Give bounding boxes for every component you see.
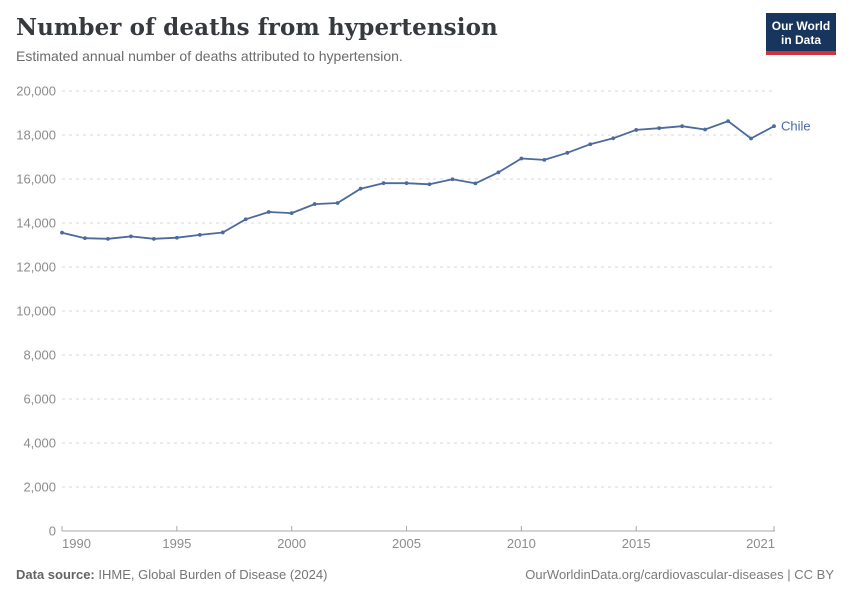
y-axis-label-20000: 20,000 [16,84,56,99]
data-point-1992[interactable] [106,236,110,241]
x-axis-label-2010: 2010 [507,536,536,551]
data-point-1990[interactable] [60,230,64,235]
data-point-2005[interactable] [404,181,409,186]
data-point-2002[interactable] [335,201,340,205]
data-point-2014[interactable] [611,136,616,141]
data-point-2000[interactable] [289,211,294,216]
y-axis-label-0: 0 [49,524,56,539]
chart-subtitle: Estimated annual number of deaths attrib… [16,48,403,64]
y-axis-label-10000: 10,000 [16,304,56,319]
y-axis-label-12000: 12,000 [16,260,56,275]
data-point-2021[interactable] [772,124,776,129]
x-axis-label-2005: 2005 [392,536,421,551]
owid-logo-line1: Our World [771,19,831,33]
y-axis-label-8000: 8,000 [23,348,56,363]
data-point-2013[interactable] [588,142,593,147]
y-axis-label-6000: 6,000 [23,392,56,407]
data-point-2019[interactable] [726,119,730,124]
x-axis-label-2021: 2021 [746,536,775,551]
data-point-2016[interactable] [657,126,662,131]
y-axis-label-18000: 18,000 [16,128,56,143]
owid-logo[interactable]: Our World in Data [766,13,836,55]
y-axis-label-16000: 16,000 [16,172,56,187]
data-point-2007[interactable] [450,177,455,182]
data-point-2003[interactable] [358,186,363,191]
data-source-note: Data source: IHME, Global Burden of Dise… [16,567,327,582]
data-point-2011[interactable] [542,157,547,162]
data-point-1997[interactable] [220,230,225,235]
data-point-1998[interactable] [243,217,248,222]
chart-footer: Data source: IHME, Global Burden of Dise… [16,567,834,582]
data-source-value: IHME, Global Burden of Disease (2024) [94,567,328,582]
x-axis-label-2000: 2000 [277,536,306,551]
data-point-2006[interactable] [427,182,432,187]
data-point-2015[interactable] [634,128,639,132]
y-axis-label-4000: 4,000 [23,436,56,451]
data-point-1999[interactable] [266,210,271,214]
data-point-1993[interactable] [129,234,133,239]
data-point-2020[interactable] [749,136,753,141]
data-point-2004[interactable] [381,181,386,186]
x-axis-label-1990: 1990 [62,536,91,551]
series-end-label-chile[interactable]: Chile [781,119,811,134]
owid-logo-line2: in Data [780,33,821,47]
data-point-2012[interactable] [565,150,570,155]
data-point-2010[interactable] [519,156,524,161]
series-line-chile[interactable] [61,120,775,240]
owid-credit-link[interactable]: OurWorldinData.org/cardiovascular-diseas… [525,567,834,582]
x-axis-label-1995: 1995 [162,536,191,551]
y-axis-label-14000: 14,000 [16,216,56,231]
data-point-2018[interactable] [703,127,707,132]
data-point-1994[interactable] [151,236,156,241]
y-axis-label-2000: 2,000 [23,480,56,495]
data-point-2017[interactable] [680,124,685,129]
data-point-1991[interactable] [83,236,87,241]
page-title: Number of deaths from hypertension [16,14,498,41]
data-point-2001[interactable] [312,202,317,206]
data-source-label: Data source: [16,567,95,582]
data-point-1995[interactable] [174,235,179,240]
x-axis-label-2015: 2015 [622,536,651,551]
data-point-1996[interactable] [197,232,202,237]
data-point-2009[interactable] [496,170,501,175]
data-point-2008[interactable] [473,181,478,186]
